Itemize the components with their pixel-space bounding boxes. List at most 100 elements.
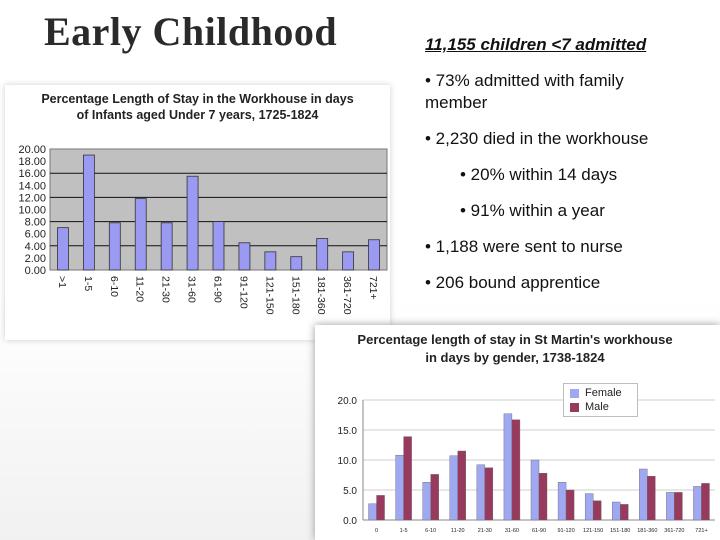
bullet-admitted-with-family: • 73% admitted with family member [425,71,624,112]
chart1-bar [290,256,303,271]
chart2-y-tick-label: 20.0 [338,396,358,407]
chart1-x-tick-label: 91-120 [237,276,249,309]
summary-heading: 11,155 children <7 admitted [425,35,647,54]
chart1-x-tick-label: 61-90 [212,276,224,303]
chart1-y-tick-label: 12.00 [18,192,46,204]
chart2-bar-female [530,459,540,521]
chart1-x-tick-label: 6-10 [108,276,120,297]
chart1-x-tick-label: 21-30 [160,276,172,303]
chart2-x-tick-label: 61-90 [532,528,546,534]
chart1-x-tick-label: 721+ [367,276,379,300]
chart1-bar [57,227,69,271]
chart1-x-tick-label: 31-60 [186,276,198,303]
chart1-bar [342,251,355,271]
chart2-title: Percentage length of stay in St Martin's… [345,331,685,367]
chart2-bar-male [620,504,629,521]
chart2-bar-male [484,467,494,521]
chart2-x-tick-label: 6-10 [425,528,436,534]
chart2-bar-male [565,489,575,521]
chart2-x-tick-label: 361-720 [664,528,684,534]
male-swatch [570,403,579,412]
chart2-bar-male [457,450,466,521]
chart1-x-tick-label: 121-150 [263,276,275,315]
female-swatch [570,389,579,398]
chart2-y-tick-label: 0.0 [343,516,357,527]
chart2-bar-female [639,468,648,521]
chart2-bar-male [430,474,439,521]
chart2-legend: Female Male [563,383,638,417]
chart1-x-tick-label: 181-360 [315,276,327,315]
legend-label-female: Female [585,387,622,399]
chart1-y-tick-label: 2.00 [25,253,46,265]
chart1-bar [160,222,173,271]
chart2-bar-female [503,413,513,521]
chart1-x-tick-label: 11-20 [134,276,146,302]
chart2-bar-female [612,501,621,521]
chart1-x-tick-label: >1 [56,276,68,288]
chart2-bar-male [403,436,412,521]
chart1-y-tick-label: 8.00 [25,217,46,229]
chart1-title-line1: Percentage Length of Stay in the Workhou… [41,92,354,106]
chart2-title-line2: in days by gender, 1738-1824 [425,350,605,365]
chart2-y-tick-label: 10.0 [338,456,358,467]
chart1-x-tick-label: 1-5 [82,276,94,291]
chart2-x-tick-label: 91-120 [558,528,575,534]
chart1-x-tick-label: 151-180 [289,276,301,315]
chart1-bar [212,221,225,271]
legend-label-male: Male [585,401,609,413]
chart2-y-tick-label: 15.0 [338,426,358,437]
bullet-within-a-year: • 91% within a year [460,201,605,220]
chart2-plot: 0.0 5.0 10.0 15.0 20.0 0 1-5 6-10 11-20 21-30 31-6… [338,396,715,534]
gender-stay-chart: Percentage length of stay in St Martin's… [315,325,720,540]
chart1-plot: 0.002.004.006.008.0010.0012.0014.0016.00… [18,144,388,315]
chart1-bar [134,198,147,271]
chart1-y-tick-label: 18.00 [18,156,46,168]
slide-title: Early Childhood [44,9,338,54]
chart2-bar-female [449,455,458,521]
chart1-y-tick-label: 20.00 [18,144,46,156]
chart1-bar [108,222,121,271]
chart1-bar [316,238,329,271]
chart1-x-tick-label: 361-720 [341,276,353,315]
bullet-bound-apprentice: • 206 bound apprentice [425,273,601,292]
chart2-bar-female [693,486,702,521]
chart2-bar-male [511,419,521,521]
chart2-x-tick-label: 151-180 [610,528,630,534]
chart1-y-tick-label: 14.00 [18,180,46,192]
bullet-died: • 2,230 died in the workhouse [425,129,649,148]
chart1-bar [82,154,95,271]
chart1-y-tick-label: 4.00 [25,241,46,253]
chart2-bar-male [647,475,656,521]
bullet-sent-to-nurse: • 1,188 were sent to nurse [425,237,623,256]
chart2-bar-female [395,454,404,521]
chart2-bar-male [592,500,602,521]
chart2-bar-female [557,481,567,521]
chart1-title-line2: of Infants aged Under 7 years, 1725-1824 [76,108,319,122]
chart1-y-tick-label: 16.00 [18,168,46,180]
chart2-y-tick-label: 5.0 [343,486,357,497]
chart2-bar-male [674,492,683,521]
chart1-bar [368,239,380,271]
bullet-within-14-days: • 20% within 14 days [460,165,618,184]
chart2-bar-female [368,503,377,521]
chart2-x-tick-label: 181-360 [637,528,657,534]
chart2-bar-male [538,472,548,521]
chart2-bar-female [666,492,675,521]
infant-stay-chart: Percentage Length of Stay in the Workhou… [5,85,390,340]
chart2-x-tick-label: 1-5 [400,528,408,534]
chart1-title: Percentage Length of Stay in the Workhou… [5,91,390,123]
chart1-y-tick-label: 0.00 [25,265,46,277]
chart2-x-tick-label: 21-30 [478,528,492,534]
chart1-y-tick-label: 10.00 [18,205,46,217]
chart2-bar-female [476,464,486,521]
chart1-bar [238,242,251,271]
chart2-x-tick-label: 0 [375,528,378,534]
chart1-bar [186,175,199,271]
chart2-x-tick-label: 31-60 [505,528,519,534]
chart1-bar [264,251,277,271]
chart2-bar-female [422,481,431,521]
chart2-bar-male [376,495,385,521]
chart2-x-tick-label: 11-20 [451,528,465,534]
chart2-bar-female [584,493,594,521]
chart2-title-line1: Percentage length of stay in St Martin's… [357,332,673,347]
